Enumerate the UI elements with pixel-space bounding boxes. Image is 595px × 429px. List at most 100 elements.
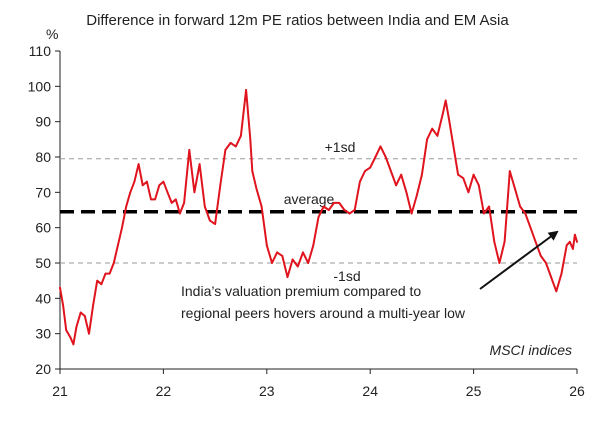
data-point <box>568 240 571 243</box>
data-point <box>100 283 103 286</box>
data-point <box>441 113 444 116</box>
data-point <box>154 198 157 201</box>
data-point <box>447 117 450 119</box>
data-point <box>415 195 418 197</box>
data-point <box>343 209 346 211</box>
data-point <box>137 163 140 166</box>
data-point <box>249 138 252 141</box>
data-point <box>576 240 578 243</box>
data-point <box>436 134 439 137</box>
annotation-line-2: regional peers hovers around a multi-yea… <box>181 305 466 321</box>
y-tick-label: 110 <box>29 43 52 59</box>
x-tick-label: 21 <box>52 383 68 399</box>
data-point <box>529 226 532 229</box>
data-point <box>524 212 527 215</box>
data-point <box>125 205 128 208</box>
data-point <box>96 279 99 282</box>
chart-title: Difference in forward 12m PE ratios betw… <box>86 12 509 29</box>
data-point <box>384 156 387 158</box>
data-point <box>457 173 459 176</box>
data-point <box>92 304 94 307</box>
data-point <box>374 156 377 158</box>
data-point <box>379 145 382 148</box>
data-point <box>572 248 574 250</box>
data-point <box>234 145 237 148</box>
data-point <box>240 134 242 137</box>
x-tick-label: 25 <box>466 383 482 399</box>
x-tick-label: 23 <box>259 383 275 399</box>
data-point <box>72 343 75 346</box>
y-tick-label: 60 <box>35 220 51 236</box>
x-tick-label: 24 <box>362 383 378 399</box>
data-point <box>69 336 72 339</box>
data-point <box>565 244 568 247</box>
data-point <box>146 180 148 183</box>
x-tick-label: 22 <box>156 383 172 399</box>
y-tick-label: 80 <box>35 149 51 165</box>
data-point <box>166 191 169 194</box>
data-point <box>421 173 423 176</box>
data-point <box>296 265 299 268</box>
data-point <box>129 191 132 194</box>
series-group <box>59 88 578 346</box>
data-point <box>162 180 165 183</box>
data-point <box>534 240 537 243</box>
data-point <box>224 149 227 151</box>
data-point <box>359 180 361 183</box>
data-point <box>59 286 61 289</box>
data-point <box>452 142 454 144</box>
data-point <box>229 142 232 144</box>
data-point <box>338 202 341 204</box>
data-point <box>312 244 315 247</box>
data-point <box>158 184 161 187</box>
data-point <box>307 262 310 264</box>
data-point <box>488 205 490 208</box>
data-point <box>198 163 201 166</box>
source-label: MSCI indices <box>490 342 572 358</box>
data-point <box>75 325 78 328</box>
data-point <box>550 276 552 278</box>
data-point <box>400 173 403 176</box>
data-point <box>364 170 366 173</box>
data-point <box>104 272 107 275</box>
data-point <box>62 304 64 307</box>
data-point <box>203 205 206 208</box>
data-point <box>431 127 434 130</box>
data-point <box>112 262 115 264</box>
data-point <box>183 202 186 204</box>
data-point <box>545 262 547 264</box>
data-point <box>260 205 263 208</box>
reference-label: average <box>284 191 335 207</box>
data-point <box>88 332 90 335</box>
annotation-line-1: India’s valuation premium compared to <box>181 283 421 299</box>
data-point <box>498 262 501 264</box>
x-tick-label: 26 <box>569 383 585 399</box>
data-point <box>179 212 181 215</box>
data-point <box>574 233 576 236</box>
data-point <box>353 209 356 211</box>
data-point <box>477 184 480 187</box>
data-point <box>539 255 542 257</box>
data-point <box>291 258 294 261</box>
data-point <box>317 216 320 219</box>
data-point <box>348 212 351 215</box>
axes: 20 30 40 50 60 70 80 90 100 110 21 22 23 24 25 26 <box>28 43 585 399</box>
y-tick-label: 70 <box>35 184 51 200</box>
data-point <box>65 329 68 331</box>
data-point <box>281 255 284 257</box>
data-point <box>133 180 136 183</box>
data-point <box>141 184 144 187</box>
data-point <box>265 244 268 247</box>
data-point <box>117 244 119 247</box>
data-point <box>519 205 521 208</box>
y-tick-label: 90 <box>35 114 51 130</box>
data-point <box>483 212 485 215</box>
reference-label: +1sd <box>325 139 356 155</box>
data-point <box>395 184 397 187</box>
data-point <box>390 170 392 173</box>
data-point <box>462 177 465 180</box>
series-line <box>59 88 578 346</box>
y-axis-unit: % <box>46 26 58 42</box>
data-point <box>83 315 86 317</box>
